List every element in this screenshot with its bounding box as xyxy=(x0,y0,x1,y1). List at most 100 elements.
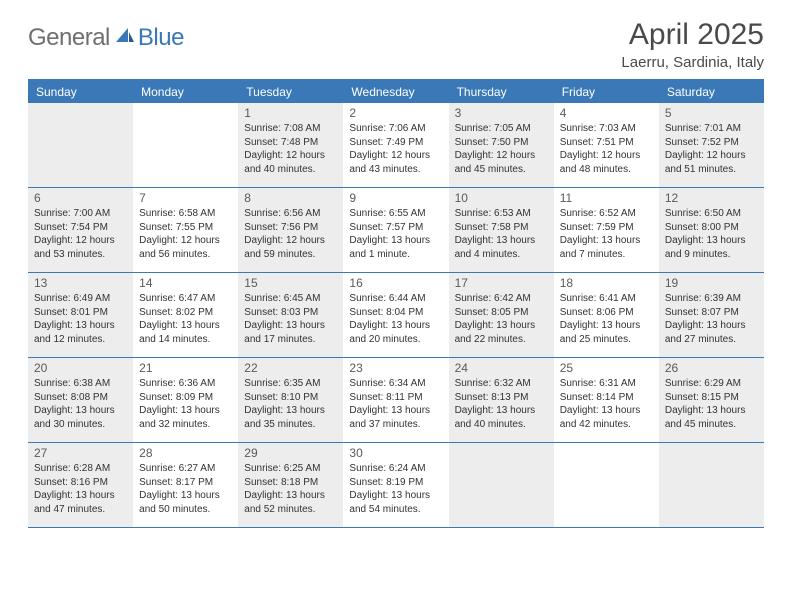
cell-sunrise: Sunrise: 7:03 AM xyxy=(560,122,653,136)
day-number: 6 xyxy=(34,191,127,205)
cell-sunrise: Sunrise: 7:08 AM xyxy=(244,122,337,136)
cell-sunset: Sunset: 8:01 PM xyxy=(34,306,127,320)
day-number: 10 xyxy=(455,191,548,205)
day-number: 27 xyxy=(34,446,127,460)
day-header: Saturday xyxy=(659,81,764,103)
logo-text-general: General xyxy=(28,24,110,52)
day-number: 3 xyxy=(455,106,548,120)
cell-daylight2: and 17 minutes. xyxy=(244,333,337,347)
cell-sunrise: Sunrise: 6:34 AM xyxy=(349,377,442,391)
calendar-cell: 20Sunrise: 6:38 AMSunset: 8:08 PMDayligh… xyxy=(28,358,133,442)
cell-sunset: Sunset: 8:16 PM xyxy=(34,476,127,490)
calendar-cell: 25Sunrise: 6:31 AMSunset: 8:14 PMDayligh… xyxy=(554,358,659,442)
week-row: 27Sunrise: 6:28 AMSunset: 8:16 PMDayligh… xyxy=(28,443,764,528)
calendar-cell: 15Sunrise: 6:45 AMSunset: 8:03 PMDayligh… xyxy=(238,273,343,357)
cell-daylight2: and 30 minutes. xyxy=(34,418,127,432)
cell-daylight2: and 37 minutes. xyxy=(349,418,442,432)
calendar-cell xyxy=(133,103,238,187)
day-header: Thursday xyxy=(449,81,554,103)
cell-sunrise: Sunrise: 7:05 AM xyxy=(455,122,548,136)
cell-sunset: Sunset: 7:51 PM xyxy=(560,136,653,150)
cell-sunrise: Sunrise: 6:31 AM xyxy=(560,377,653,391)
week-row: 1Sunrise: 7:08 AMSunset: 7:48 PMDaylight… xyxy=(28,103,764,188)
day-number: 4 xyxy=(560,106,653,120)
cell-sunset: Sunset: 8:13 PM xyxy=(455,391,548,405)
title-block: April 2025 Laerru, Sardinia, Italy xyxy=(621,18,764,71)
cell-sunset: Sunset: 7:55 PM xyxy=(139,221,232,235)
cell-daylight1: Daylight: 13 hours xyxy=(665,404,758,418)
cell-sunset: Sunset: 8:19 PM xyxy=(349,476,442,490)
day-number: 16 xyxy=(349,276,442,290)
day-number: 28 xyxy=(139,446,232,460)
day-number: 25 xyxy=(560,361,653,375)
cell-daylight2: and 42 minutes. xyxy=(560,418,653,432)
cell-daylight1: Daylight: 13 hours xyxy=(139,404,232,418)
week-row: 6 Sunrise: 7:00 AMSunset: 7:54 PM Daylight… xyxy=(28,188,764,273)
calendar-cell xyxy=(659,443,764,527)
cell-sunset: Sunset: 8:04 PM xyxy=(349,306,442,320)
cell-daylight1: Daylight: 12 hours xyxy=(349,149,442,163)
cell-daylight1: Daylight: 13 hours xyxy=(244,404,337,418)
cell-sunset: Sunset: 7:54 PM xyxy=(34,221,127,235)
cell-daylight2: and 47 minutes. xyxy=(34,503,127,517)
calendar-cell: 22Sunrise: 6:35 AMSunset: 8:10 PMDayligh… xyxy=(238,358,343,442)
day-number: 14 xyxy=(139,276,232,290)
cell-daylight2: and 9 minutes. xyxy=(665,248,758,262)
cell-sunset: Sunset: 8:08 PM xyxy=(34,391,127,405)
calendar-cell: 3 Sunrise: 7:05 AMSunset: 7:50 PMDaylight… xyxy=(449,103,554,187)
calendar-cell: 23Sunrise: 6:34 AMSunset: 8:11 PMDayligh… xyxy=(343,358,448,442)
calendar-cell: 19Sunrise: 6:39 AMSunset: 8:07 PMDayligh… xyxy=(659,273,764,357)
cell-sunrise: Sunrise: 7:06 AM xyxy=(349,122,442,136)
calendar-cell: 26Sunrise: 6:29 AMSunset: 8:15 PMDayligh… xyxy=(659,358,764,442)
calendar-cell: 6Sunrise: 7:00 AMSunset: 7:54 PMDaylight… xyxy=(28,188,133,272)
cell-daylight2: and 54 minutes. xyxy=(349,503,442,517)
page-subtitle: Laerru, Sardinia, Italy xyxy=(621,54,764,71)
cell-sunset: Sunset: 7:50 PM xyxy=(455,136,548,150)
cell-sunrise: Sunrise: 6:41 AM xyxy=(560,292,653,306)
cell-sunrise: Sunrise: 6:38 AM xyxy=(34,377,127,391)
cell-sunrise: Sunrise: 6:36 AM xyxy=(139,377,232,391)
calendar-cell: 16Sunrise: 6:44 AMSunset: 8:04 PMDayligh… xyxy=(343,273,448,357)
cell-daylight1: Daylight: 12 hours xyxy=(455,149,548,163)
cell-sunrise: Sunrise: 7:00 AM xyxy=(34,207,127,221)
day-number: 8 xyxy=(244,191,337,205)
day-number: 23 xyxy=(349,361,442,375)
cell-daylight1: Daylight: 12 hours xyxy=(665,149,758,163)
day-headers-row: SundayMondayTuesdayWednesdayThursdayFrid… xyxy=(28,81,764,103)
cell-daylight2: and 45 minutes. xyxy=(455,163,548,177)
day-header: Friday xyxy=(554,81,659,103)
day-number: 22 xyxy=(244,361,337,375)
cell-sunset: Sunset: 7:59 PM xyxy=(560,221,653,235)
day-number: 26 xyxy=(665,361,758,375)
cell-sunrise: Sunrise: 6:52 AM xyxy=(560,207,653,221)
cell-sunrise: Sunrise: 6:44 AM xyxy=(349,292,442,306)
cell-daylight1: Daylight: 13 hours xyxy=(560,404,653,418)
cell-daylight1: Daylight: 12 hours xyxy=(244,149,337,163)
header: General Blue April 2025 Laerru, Sardinia… xyxy=(28,18,764,71)
cell-daylight1: Daylight: 13 hours xyxy=(349,489,442,503)
cell-sunset: Sunset: 8:15 PM xyxy=(665,391,758,405)
calendar-cell: 5Sunrise: 7:01 AMSunset: 7:52 PMDaylight… xyxy=(659,103,764,187)
page-title: April 2025 xyxy=(621,18,764,52)
calendar-cell: 8Sunrise: 6:56 AMSunset: 7:56 PMDaylight… xyxy=(238,188,343,272)
calendar-cell: 18Sunrise: 6:41 AMSunset: 8:06 PMDayligh… xyxy=(554,273,659,357)
day-number: 24 xyxy=(455,361,548,375)
day-number: 29 xyxy=(244,446,337,460)
cell-daylight2: and 20 minutes. xyxy=(349,333,442,347)
cell-daylight1: Daylight: 12 hours xyxy=(139,234,232,248)
day-number: 12 xyxy=(665,191,758,205)
cell-daylight2: and 32 minutes. xyxy=(139,418,232,432)
cell-daylight2: and 50 minutes. xyxy=(139,503,232,517)
cell-daylight1: Daylight: 13 hours xyxy=(349,234,442,248)
day-header: Monday xyxy=(133,81,238,103)
cell-sunset: Sunset: 8:07 PM xyxy=(665,306,758,320)
cell-daylight1: Daylight: 13 hours xyxy=(244,489,337,503)
cell-daylight2: and 53 minutes. xyxy=(34,248,127,262)
calendar-cell: 29Sunrise: 6:25 AMSunset: 8:18 PMDayligh… xyxy=(238,443,343,527)
day-number: 19 xyxy=(665,276,758,290)
cell-daylight2: and 45 minutes. xyxy=(665,418,758,432)
cell-daylight2: and 1 minute. xyxy=(349,248,442,262)
cell-daylight1: Daylight: 13 hours xyxy=(665,319,758,333)
cell-sunrise: Sunrise: 7:01 AM xyxy=(665,122,758,136)
day-number: 13 xyxy=(34,276,127,290)
